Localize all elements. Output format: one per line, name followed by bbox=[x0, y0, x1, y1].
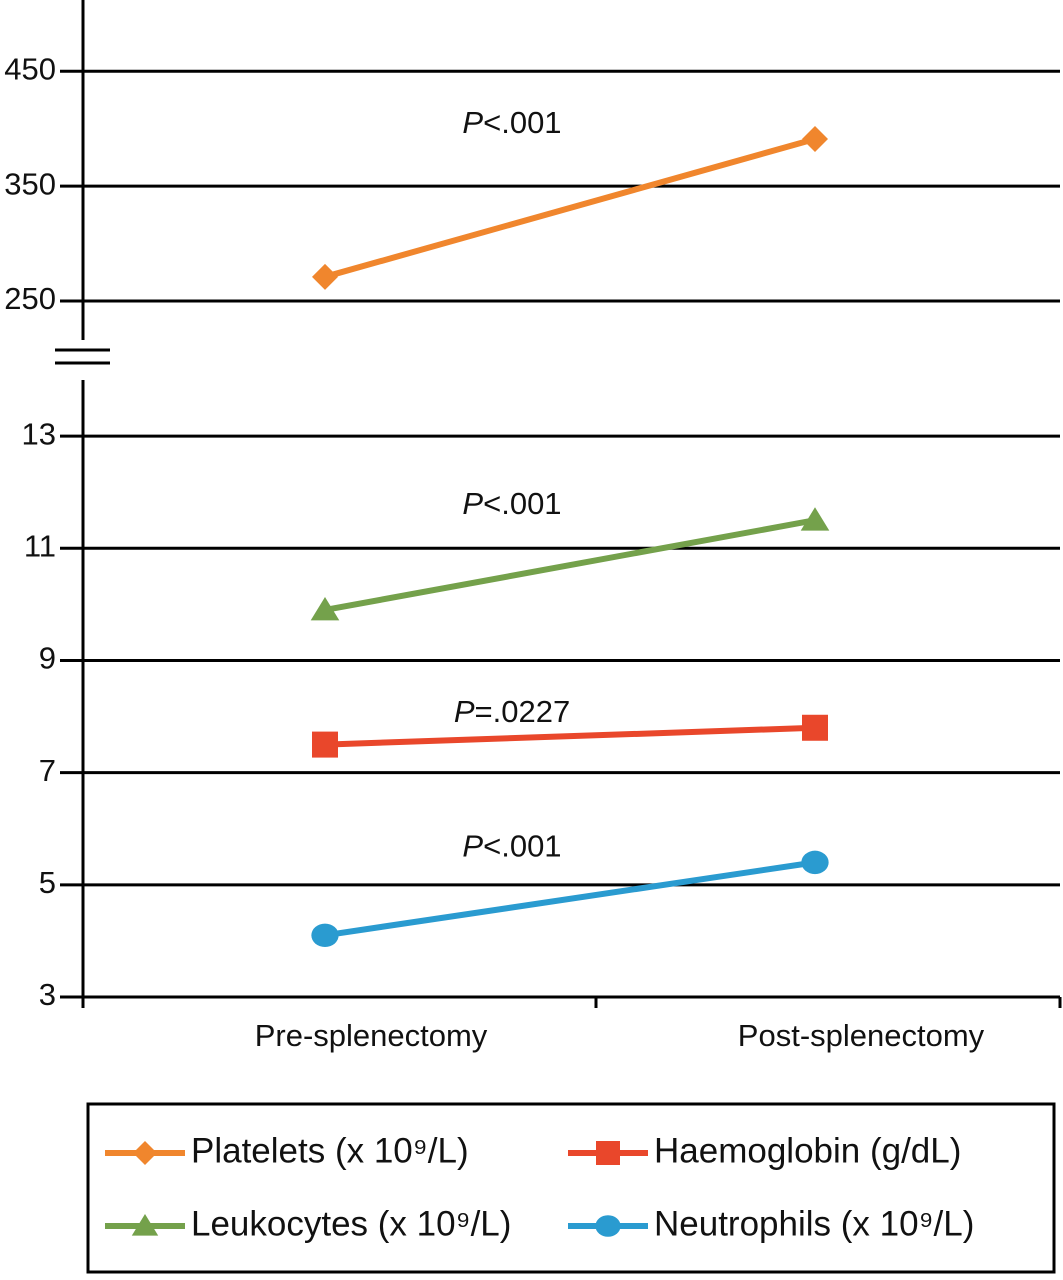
y-tick-label: 350 bbox=[4, 166, 56, 201]
marker bbox=[800, 507, 830, 531]
marker bbox=[312, 731, 338, 758]
marker bbox=[801, 850, 829, 875]
marker bbox=[596, 1141, 620, 1165]
marker bbox=[595, 1215, 621, 1237]
y-tick-label: 11 bbox=[24, 528, 56, 563]
annotation-text: =.0227 bbox=[475, 694, 571, 729]
legend-label: Leukocytes (x 10⁹/L) bbox=[191, 1204, 511, 1243]
x-tick-label: Pre-splenectomy bbox=[255, 1018, 488, 1053]
marker bbox=[133, 1141, 157, 1165]
marker bbox=[802, 714, 828, 741]
y-tick-label: 5 bbox=[39, 865, 56, 900]
annotation-p: P bbox=[462, 486, 483, 521]
y-tick-label: 13 bbox=[22, 416, 56, 451]
annotation-text: <.001 bbox=[483, 105, 561, 140]
annotation: P<.001 bbox=[462, 829, 561, 864]
y-tick-label: 250 bbox=[4, 281, 56, 316]
series-line bbox=[324, 517, 816, 613]
marker bbox=[131, 1214, 159, 1236]
annotation-p: P bbox=[454, 694, 475, 729]
annotation: P<.001 bbox=[462, 486, 561, 521]
annotation: P=.0227 bbox=[454, 694, 570, 729]
marker bbox=[802, 125, 828, 152]
y-tick-label: 450 bbox=[4, 51, 56, 86]
legend-label: Haemoglobin (g/dL) bbox=[654, 1131, 961, 1170]
marker bbox=[312, 263, 338, 290]
series-line bbox=[324, 724, 816, 748]
annotation-p: P bbox=[462, 829, 483, 864]
x-tick-label: Post-splenectomy bbox=[738, 1018, 985, 1053]
annotation-p: P bbox=[462, 105, 483, 140]
legend-label: Platelets (x 10⁹/L) bbox=[191, 1131, 469, 1170]
annotation-text: <.001 bbox=[483, 486, 561, 521]
y-tick-label: 7 bbox=[39, 753, 56, 788]
y-tick-label: 3 bbox=[39, 977, 56, 1012]
y-tick-label: 9 bbox=[39, 641, 56, 676]
series-line bbox=[324, 859, 816, 939]
annotation: P<.001 bbox=[462, 105, 561, 140]
series-line bbox=[324, 136, 816, 280]
marker bbox=[310, 596, 340, 621]
legend-box bbox=[86, 1102, 1056, 1274]
annotation-text: <.001 bbox=[483, 829, 561, 864]
marker bbox=[311, 923, 339, 947]
legend-label: Neutrophils (x 10⁹/L) bbox=[654, 1204, 974, 1243]
